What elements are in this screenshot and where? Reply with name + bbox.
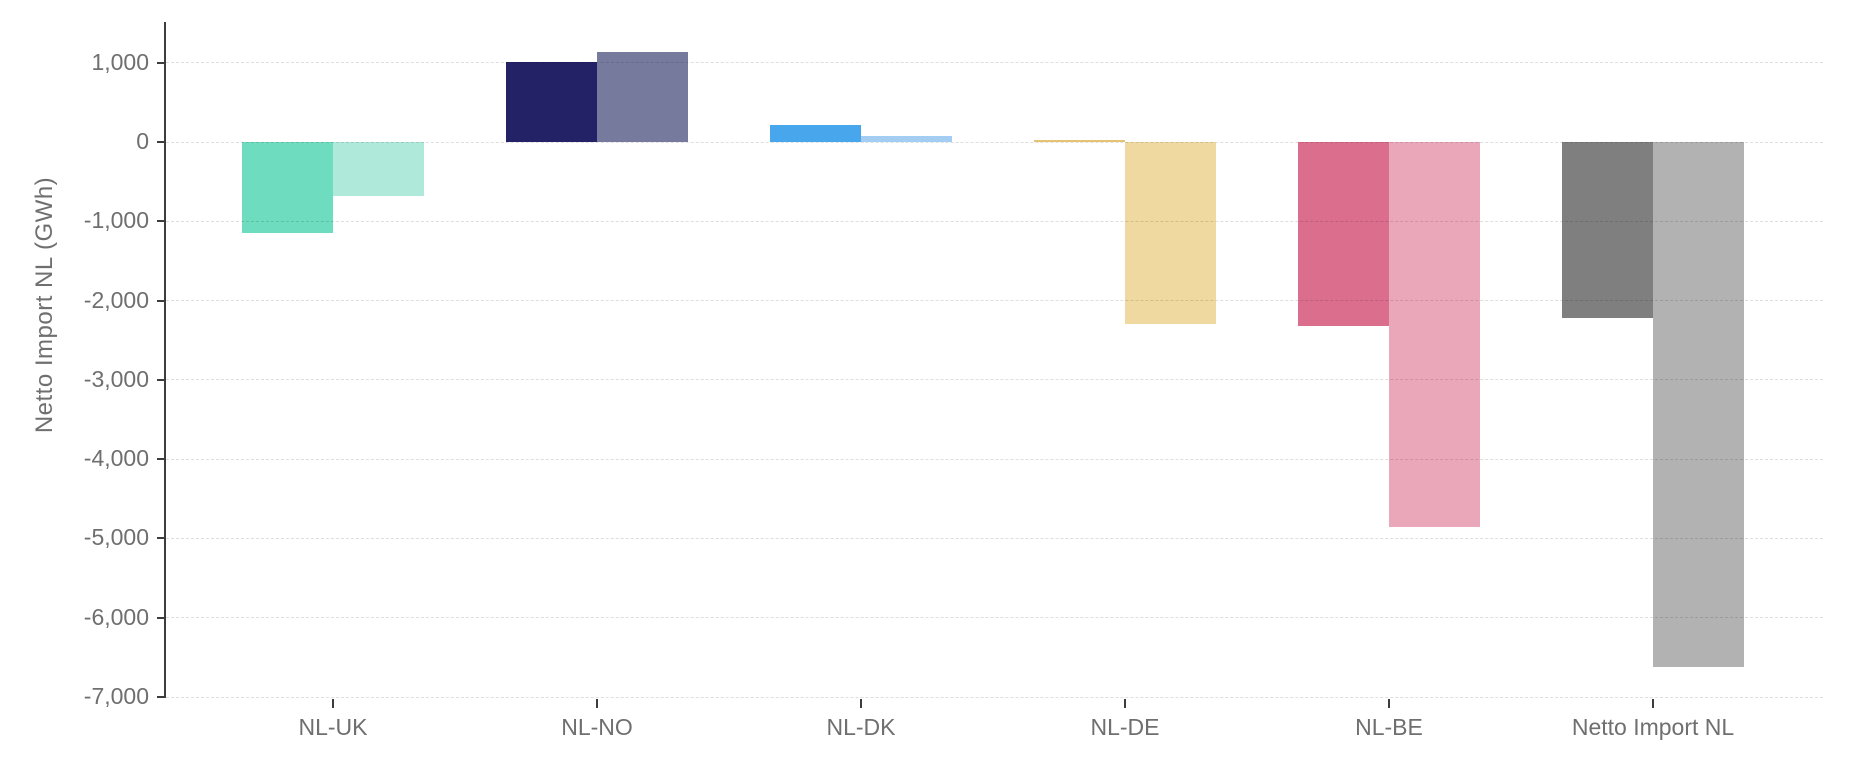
y-axis-tick: [157, 696, 166, 698]
x-axis-tick: [860, 699, 862, 708]
bar-dark-nl-no: [506, 61, 597, 143]
y-tick-label: -4,000: [83, 445, 149, 472]
y-tick-label: -3,000: [83, 365, 149, 392]
y-axis-tick: [157, 616, 166, 619]
y-tick-label: 0: [136, 128, 149, 155]
gridline: [166, 141, 1823, 143]
y-tick-label: -2,000: [83, 286, 149, 313]
bar-dark-nl-dk: [770, 125, 861, 143]
x-tick-label-nl-no: NL-NO: [561, 714, 633, 740]
bar-dark-nl-de: [1034, 140, 1125, 143]
gridline: [166, 696, 1823, 698]
bar-light-nl-de: [1125, 142, 1216, 324]
x-axis-tick: [1652, 699, 1654, 708]
gridline: [166, 617, 1823, 619]
x-axis-tick: [1124, 699, 1126, 708]
gridline: [166, 537, 1823, 539]
y-tick-label: 1,000: [91, 48, 149, 75]
y-axis-line: [164, 22, 166, 697]
y-axis-tick: [157, 220, 166, 223]
y-axis-tick: [157, 61, 166, 64]
x-tick-label-netto-import-nl: Netto Import NL: [1571, 714, 1735, 740]
x-tick-label-nl-de: NL-DE: [1090, 714, 1160, 740]
gridline: [166, 379, 1823, 381]
y-axis-tick: [157, 141, 166, 144]
x-axis-tick: [596, 699, 598, 708]
bar-dark-nl-uk: [242, 142, 333, 234]
x-axis-tick: [332, 699, 334, 708]
x-axis-tick: [1388, 699, 1390, 708]
y-axis-tick: [157, 299, 166, 302]
gridline: [166, 220, 1823, 222]
bar-dark-nl-be: [1298, 142, 1389, 326]
bar-light-nl-be: [1389, 142, 1480, 528]
gridline: [166, 300, 1823, 302]
y-axis-tick: [157, 537, 166, 540]
bar-light-netto-import-nl: [1653, 142, 1744, 667]
gridline: [166, 62, 1823, 64]
y-tick-label: -5,000: [83, 524, 149, 551]
y-axis-tick: [157, 378, 166, 381]
x-tick-label-nl-be: NL-BE: [1355, 714, 1423, 740]
bar-light-nl-dk: [861, 136, 952, 143]
x-tick-label-nl-uk: NL-UK: [298, 714, 368, 740]
y-tick-label: -1,000: [83, 207, 149, 234]
bar-light-nl-uk: [333, 142, 424, 196]
x-tick-label-nl-dk: NL-DK: [826, 714, 896, 740]
y-axis-tick: [157, 458, 166, 461]
bar-dark-netto-import-nl: [1562, 142, 1653, 319]
y-tick-label: -6,000: [83, 603, 149, 630]
y-tick-label: -7,000: [83, 683, 149, 709]
bar-light-nl-no: [597, 51, 688, 143]
gridline: [166, 458, 1823, 460]
